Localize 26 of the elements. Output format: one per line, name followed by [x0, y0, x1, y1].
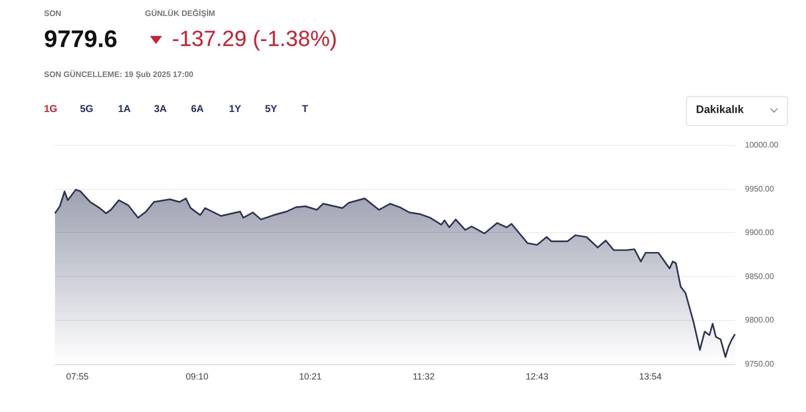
- text: 9779.6: [44, 26, 118, 54]
- x-tick-label: 10:21: [299, 372, 322, 382]
- text: Dakikalık: [696, 104, 744, 116]
- x-tick-label: 12:43: [526, 372, 548, 382]
- text: 6A: [191, 104, 204, 115]
- y-tick-label: 9900.00: [745, 228, 774, 238]
- y-tick-label: 9950.00: [745, 184, 774, 194]
- text: 1G: [44, 104, 58, 115]
- x-tick-label: 07:55: [66, 372, 89, 382]
- x-tick-label: 11:32: [412, 372, 435, 382]
- y-tick-label: 10000.00: [745, 140, 779, 150]
- x-tick-label: 09:10: [186, 372, 208, 382]
- text: -137.29 (-1.38%): [172, 26, 338, 52]
- y-tick-label: 9850.00: [745, 272, 774, 281]
- y-tick-label: 9750.00: [745, 360, 774, 368]
- text: 1A: [118, 104, 131, 115]
- text: 1Y: [229, 104, 242, 115]
- text: GÜNLÜK DEĞİŞİM: [145, 9, 216, 18]
- text: SON GÜNCELLEME: 19 Şub 2025 17:00: [44, 70, 194, 79]
- text: 5G: [80, 104, 94, 115]
- y-tick-label: 9800.00: [745, 316, 774, 325]
- text: T: [302, 104, 308, 115]
- x-tick-label: 13:54: [639, 372, 662, 382]
- text: SON: [44, 9, 62, 18]
- text: 3A: [154, 104, 167, 115]
- text: 5Y: [265, 104, 278, 115]
